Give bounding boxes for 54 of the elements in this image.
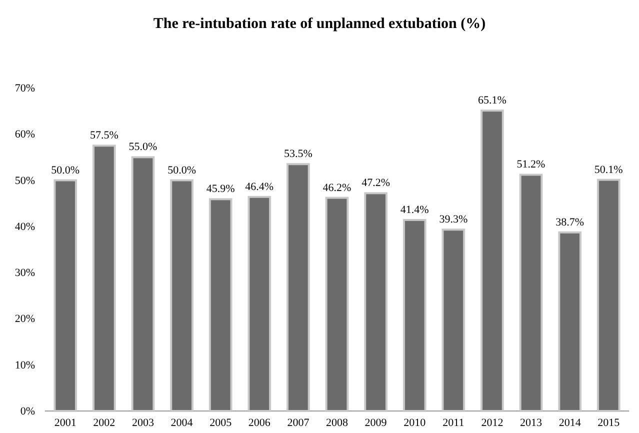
data-label: 39.3%	[439, 214, 468, 226]
data-label: 46.2%	[322, 182, 352, 194]
bar	[131, 156, 155, 412]
bar	[364, 192, 388, 412]
data-label: 45.9%	[206, 183, 235, 196]
data-label: 46.4%	[245, 180, 274, 193]
bar	[208, 198, 232, 412]
bar	[480, 110, 504, 412]
bar	[519, 174, 543, 412]
data-label: 50.0%	[168, 164, 196, 176]
x-tick-label: 2002	[93, 416, 116, 429]
bar	[596, 178, 620, 412]
bar	[248, 196, 272, 412]
chart-title: The re-intubation rate of unplanned extubation (%)	[153, 16, 486, 32]
x-tick-label: 2001	[54, 416, 76, 429]
bar	[558, 231, 582, 412]
y-tick-label: 20%	[14, 313, 35, 326]
x-tick-label: 2011	[442, 416, 464, 429]
data-label: 65.1%	[478, 94, 506, 107]
x-tick-label: 2012	[481, 416, 504, 429]
y-tick-label: 50%	[14, 174, 35, 187]
data-label: 47.2%	[362, 177, 390, 190]
x-tick-label: 2013	[520, 416, 543, 429]
data-label: 55.0%	[128, 141, 158, 154]
x-tick-label: 2010	[404, 416, 426, 429]
bar	[286, 163, 310, 412]
bar	[402, 218, 426, 412]
data-label: 50.0%	[51, 164, 80, 176]
bar	[325, 196, 349, 412]
y-tick-label: 30%	[14, 267, 35, 280]
data-label: 41.4%	[400, 204, 429, 216]
bar	[442, 228, 466, 412]
data-label: 57.5%	[90, 130, 118, 142]
x-tick-label: 2009	[364, 416, 388, 429]
x-tick-label: 2004	[170, 416, 194, 429]
x-tick-label: 2015	[598, 416, 620, 429]
y-tick-label: 70%	[14, 82, 35, 95]
data-label: 51.2%	[516, 158, 546, 171]
y-tick-label: 40%	[14, 220, 35, 233]
bar	[92, 144, 116, 412]
x-tick-label: 2003	[132, 416, 154, 429]
data-label: 53.5%	[284, 148, 312, 160]
x-tick-label: 2007	[287, 416, 310, 429]
bar	[170, 179, 194, 412]
data-label: 38.7%	[556, 216, 584, 228]
y-tick-label: 60%	[14, 128, 35, 141]
x-tick-label: 2006	[248, 416, 271, 429]
y-tick-label: 0%	[20, 406, 35, 418]
bar	[54, 179, 78, 412]
x-tick-label: 2014	[558, 416, 582, 429]
x-tick-label: 2005	[210, 416, 232, 429]
x-tick-label: 2008	[326, 416, 348, 429]
y-tick-label: 10%	[14, 359, 35, 372]
data-label: 50.1%	[594, 164, 623, 176]
